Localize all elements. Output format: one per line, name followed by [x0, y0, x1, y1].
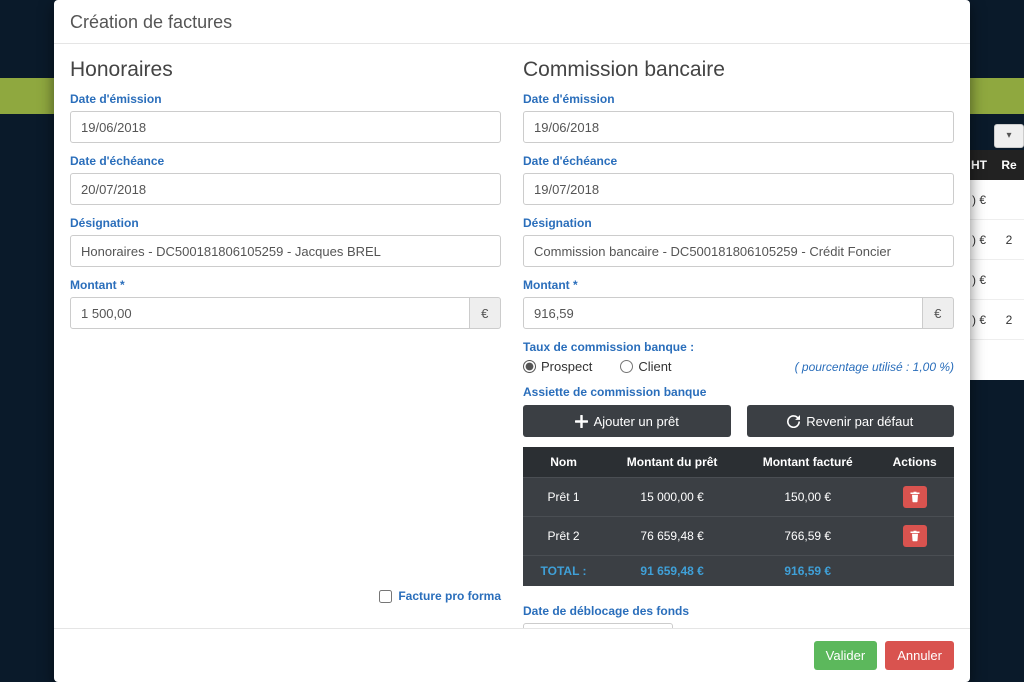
- cell-montant: 15 000,00 €: [604, 478, 740, 517]
- th-actions: Actions: [875, 447, 954, 478]
- modal-body: Honoraires Date d'émission Date d'échéan…: [54, 44, 970, 628]
- delete-row-button[interactable]: [903, 525, 927, 547]
- honoraires-designation-label: Désignation: [70, 216, 501, 230]
- bg-table-fragment: HT Re ) € ) €2 ) € ) €2: [964, 150, 1024, 380]
- honoraires-emission-input[interactable]: [70, 111, 501, 143]
- honoraires-emission-label: Date d'émission: [70, 92, 501, 106]
- prospect-radio-label: Prospect: [541, 359, 592, 374]
- taux-label: Taux de commission banque :: [523, 340, 954, 354]
- honoraires-echeance-input[interactable]: [70, 173, 501, 205]
- loans-table: Nom Montant du prêt Montant facturé Acti…: [523, 447, 954, 586]
- validate-button[interactable]: Valider: [814, 641, 878, 670]
- client-radio[interactable]: [620, 360, 633, 373]
- table-total-row: TOTAL :91 659,48 €916,59 €: [523, 556, 954, 587]
- honoraires-heading: Honoraires: [70, 58, 501, 82]
- commission-column: Commission bancaire Date d'émission Date…: [523, 58, 954, 628]
- honoraires-echeance-label: Date d'échéance: [70, 154, 501, 168]
- trash-icon: [909, 530, 921, 542]
- commission-emission-input[interactable]: [523, 111, 954, 143]
- table-row: Prêt 115 000,00 €150,00 €: [523, 478, 954, 517]
- ajouter-pret-button[interactable]: Ajouter un prêt: [523, 405, 731, 437]
- commission-echeance-label: Date d'échéance: [523, 154, 954, 168]
- cell-montant: 76 659,48 €: [604, 517, 740, 556]
- prospect-radio[interactable]: [523, 360, 536, 373]
- bg-th-re: Re: [994, 150, 1024, 180]
- cell-actions: [875, 517, 954, 556]
- euro-addon: €: [923, 297, 954, 329]
- honoraires-designation-input[interactable]: [70, 235, 501, 267]
- cell-nom: Prêt 2: [523, 517, 604, 556]
- assiette-label: Assiette de commission banque: [523, 385, 954, 399]
- honoraires-column: Honoraires Date d'émission Date d'échéan…: [70, 58, 501, 628]
- bg-select: ▾: [994, 124, 1024, 148]
- cell-facture: 766,59 €: [740, 517, 875, 556]
- total-label: TOTAL :: [523, 556, 604, 587]
- revenir-defaut-label: Revenir par défaut: [806, 414, 913, 429]
- commission-emission-label: Date d'émission: [523, 92, 954, 106]
- plus-icon: [575, 415, 588, 428]
- client-radio-label: Client: [638, 359, 671, 374]
- proforma-checkbox[interactable]: [379, 590, 392, 603]
- cell-nom: Prêt 1: [523, 478, 604, 517]
- invoice-modal: Création de factures Honoraires Date d'é…: [54, 0, 970, 682]
- cancel-button[interactable]: Annuler: [885, 641, 954, 670]
- honoraires-montant-input[interactable]: [70, 297, 470, 329]
- commission-heading: Commission bancaire: [523, 58, 954, 82]
- ajouter-pret-label: Ajouter un prêt: [594, 414, 679, 429]
- commission-designation-input[interactable]: [523, 235, 954, 267]
- proforma-label[interactable]: Facture pro forma: [398, 589, 501, 603]
- commission-montant-label: Montant *: [523, 278, 954, 292]
- delete-row-button[interactable]: [903, 486, 927, 508]
- commission-echeance-input[interactable]: [523, 173, 954, 205]
- taux-note: ( pourcentage utilisé : 1,00 %): [795, 360, 954, 374]
- refresh-icon: [787, 415, 800, 428]
- honoraires-montant-label: Montant *: [70, 278, 501, 292]
- euro-addon: €: [470, 297, 501, 329]
- cell-actions: [875, 478, 954, 517]
- trash-icon: [909, 491, 921, 503]
- total-montant: 91 659,48 €: [604, 556, 740, 587]
- table-row: Prêt 276 659,48 €766,59 €: [523, 517, 954, 556]
- commission-designation-label: Désignation: [523, 216, 954, 230]
- cell-facture: 150,00 €: [740, 478, 875, 517]
- th-nom: Nom: [523, 447, 604, 478]
- th-montant: Montant du prêt: [604, 447, 740, 478]
- revenir-defaut-button[interactable]: Revenir par défaut: [747, 405, 955, 437]
- th-facture: Montant facturé: [740, 447, 875, 478]
- modal-title: Création de factures: [70, 12, 954, 33]
- total-facture: 916,59 €: [740, 556, 875, 587]
- deblocage-label: Date de déblocage des fonds: [523, 604, 954, 618]
- modal-header: Création de factures: [54, 0, 970, 44]
- commission-montant-input[interactable]: [523, 297, 923, 329]
- modal-footer: Valider Annuler: [54, 628, 970, 682]
